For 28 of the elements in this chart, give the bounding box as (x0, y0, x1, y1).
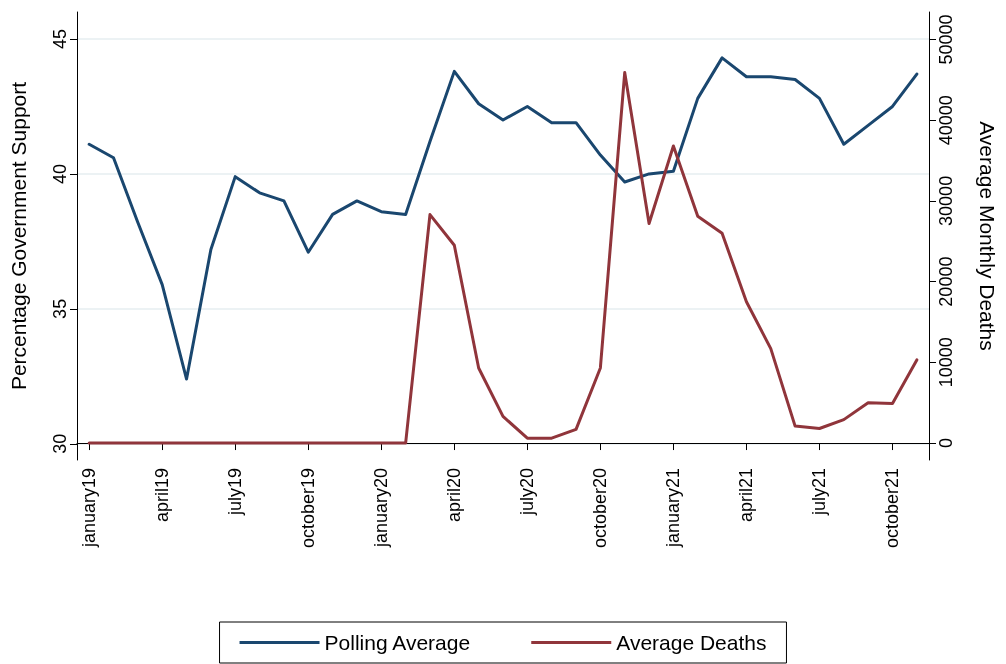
legend-label: Polling Average (324, 631, 471, 654)
x-tick-label: october21 (882, 468, 903, 549)
y2-axis-title: Average Monthly Deaths (976, 121, 999, 351)
line-series (87, 56, 919, 381)
x-tick-label: april19 (152, 468, 173, 523)
x-tick-label: january20 (371, 468, 392, 549)
y-axis-title: Percentage Government Support (7, 81, 30, 391)
y-tick-label: 40 (50, 163, 70, 184)
x-tick-label: july19 (225, 468, 246, 517)
y2-tick-label: 10000 (936, 337, 956, 388)
y2-tick-label: 40000 (936, 95, 956, 146)
x-tick-label: april21 (736, 468, 757, 523)
x-tick-label: october20 (590, 468, 611, 549)
x-tick-label: october19 (298, 468, 319, 549)
line-series (87, 71, 919, 445)
y-tick-label: 45 (50, 28, 70, 49)
y-tick-label: 30 (50, 433, 70, 454)
x-tick-label: january21 (663, 468, 684, 549)
y2-tick-label: 20000 (936, 256, 956, 307)
x-tick-label: july20 (517, 468, 538, 517)
y-tick-label: 35 (50, 298, 70, 319)
y2-tick-label: 0 (936, 438, 956, 449)
x-tick-label: july21 (809, 468, 830, 517)
x-tick-label: january19 (79, 468, 100, 549)
y2-tick-label: 50000 (936, 14, 956, 65)
legend-label: Average Deaths (616, 631, 767, 654)
x-tick-label: april20 (444, 468, 465, 523)
y2-tick-label: 30000 (936, 175, 956, 226)
